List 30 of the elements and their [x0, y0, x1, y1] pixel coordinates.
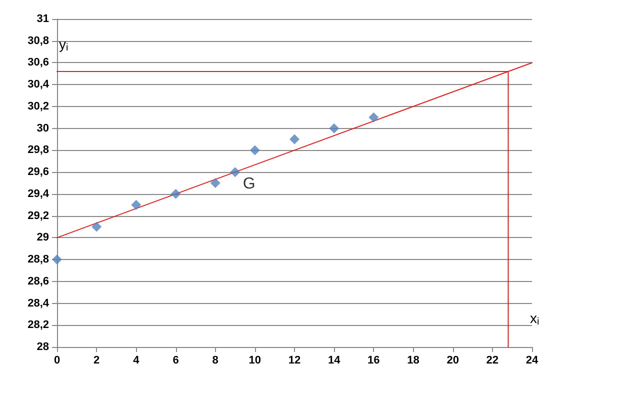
x-tick-label: 10 [248, 354, 262, 366]
x-tick-label: 12 [288, 354, 301, 366]
y-tick-label: 30,6 [28, 56, 49, 69]
y-tick-label: 29 [36, 232, 49, 244]
y-tick-label: 31 [36, 13, 49, 25]
x-tick-label: 16 [368, 354, 380, 366]
y-tick-label: 28,8 [28, 254, 49, 266]
y-tick-label: 28,2 [28, 319, 49, 332]
y-tick-label: 30,4 [28, 78, 50, 91]
y-tick-label: 28,4 [28, 297, 50, 310]
y-tick-label: 29,8 [28, 144, 49, 156]
x-tick-label: 8 [212, 354, 218, 366]
y-tick-label: 30,2 [28, 100, 49, 112]
x-tick-label: 4 [133, 354, 140, 366]
x-tick-label: 22 [486, 354, 499, 366]
y-tick-label: 28 [36, 341, 49, 353]
annotation: G [242, 176, 256, 193]
y-tick-label: 30,8 [28, 34, 49, 47]
x-tick-label: 18 [407, 354, 420, 366]
y-tick-label: 30 [36, 122, 49, 134]
x-tick-label: 24 [526, 354, 539, 366]
x-tick-label: 2 [94, 354, 100, 366]
x-tick-label: 20 [446, 354, 459, 366]
x-tick-label: 6 [172, 354, 179, 366]
x-tick-label: 14 [328, 354, 342, 366]
y-tick-label: 28,6 [28, 275, 49, 288]
y-tick-label: 29,6 [28, 166, 49, 178]
y-tick-label: 29,2 [28, 210, 49, 222]
y-tick-label: 29,4 [28, 188, 50, 200]
x-tick-label: 0 [54, 354, 60, 366]
